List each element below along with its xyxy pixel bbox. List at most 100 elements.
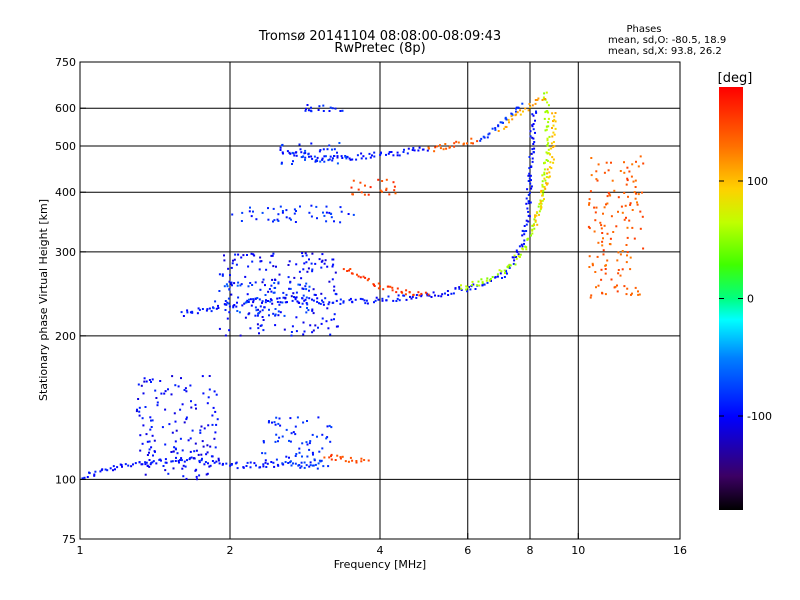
data-point bbox=[532, 143, 535, 145]
data-point bbox=[499, 121, 502, 124]
data-point bbox=[317, 326, 319, 329]
data-point bbox=[433, 150, 436, 153]
data-point bbox=[138, 414, 141, 417]
data-point bbox=[524, 107, 527, 110]
data-point bbox=[601, 244, 604, 247]
data-point bbox=[391, 286, 394, 289]
data-point bbox=[352, 179, 355, 182]
data-point bbox=[277, 281, 280, 284]
data-point bbox=[534, 216, 536, 219]
data-point bbox=[150, 381, 152, 383]
data-point bbox=[534, 119, 536, 122]
data-point bbox=[189, 437, 192, 440]
data-point bbox=[246, 461, 249, 464]
data-point bbox=[175, 429, 178, 432]
data-point bbox=[417, 149, 420, 152]
data-point bbox=[290, 218, 292, 221]
data-point bbox=[285, 455, 288, 458]
data-point bbox=[207, 462, 209, 465]
data-point bbox=[530, 152, 533, 155]
data-point bbox=[198, 459, 201, 462]
data-point bbox=[150, 419, 152, 422]
data-point bbox=[294, 425, 297, 428]
data-point bbox=[620, 205, 623, 208]
data-point bbox=[274, 324, 277, 327]
data-point bbox=[525, 248, 528, 251]
data-point bbox=[252, 298, 255, 301]
data-point bbox=[301, 252, 304, 255]
data-point bbox=[328, 280, 331, 283]
data-point bbox=[230, 281, 233, 284]
data-point bbox=[538, 213, 540, 216]
data-point bbox=[262, 441, 265, 444]
data-point bbox=[412, 293, 415, 296]
data-point bbox=[268, 420, 270, 423]
data-point bbox=[549, 147, 552, 150]
data-point bbox=[326, 148, 329, 151]
data-point bbox=[276, 297, 279, 300]
data-point bbox=[255, 309, 258, 312]
data-point bbox=[316, 435, 318, 438]
data-point bbox=[375, 296, 378, 299]
data-point bbox=[238, 311, 241, 314]
data-point bbox=[175, 448, 177, 451]
data-point bbox=[341, 455, 344, 458]
data-point bbox=[264, 459, 267, 462]
data-point bbox=[529, 174, 532, 177]
data-point bbox=[528, 156, 531, 158]
data-point bbox=[252, 253, 255, 256]
data-point bbox=[453, 142, 456, 145]
data-point bbox=[193, 450, 196, 453]
data-point bbox=[269, 261, 272, 264]
data-point bbox=[471, 280, 474, 283]
data-point bbox=[533, 218, 536, 221]
data-point bbox=[176, 452, 179, 455]
data-point bbox=[325, 205, 328, 208]
data-point bbox=[488, 279, 491, 282]
data-point bbox=[528, 172, 531, 175]
data-point bbox=[279, 311, 282, 314]
data-point bbox=[541, 183, 544, 186]
data-point bbox=[261, 452, 264, 455]
data-point bbox=[521, 102, 524, 105]
data-point bbox=[491, 127, 494, 130]
data-point bbox=[112, 469, 114, 472]
data-point bbox=[526, 207, 529, 210]
data-point bbox=[530, 234, 532, 237]
data-point bbox=[143, 380, 146, 383]
data-point bbox=[523, 225, 526, 227]
data-point bbox=[339, 456, 342, 459]
data-point bbox=[369, 186, 372, 189]
y-tick-label: 75 bbox=[62, 533, 76, 546]
data-point bbox=[241, 304, 244, 307]
data-point bbox=[324, 297, 327, 300]
data-point bbox=[262, 329, 265, 332]
data-point bbox=[525, 223, 528, 226]
data-point bbox=[308, 258, 310, 261]
data-point bbox=[228, 311, 231, 314]
data-point bbox=[507, 118, 510, 121]
data-point bbox=[489, 278, 492, 280]
phase-stats-title: Phases bbox=[626, 24, 661, 35]
data-point bbox=[250, 215, 253, 218]
data-point bbox=[528, 103, 531, 105]
data-point bbox=[203, 463, 206, 466]
data-point bbox=[293, 296, 295, 298]
data-point bbox=[486, 277, 489, 280]
data-point bbox=[545, 159, 548, 161]
data-point bbox=[344, 460, 347, 463]
data-point bbox=[285, 216, 288, 219]
data-point bbox=[150, 426, 153, 428]
data-point bbox=[505, 118, 508, 121]
data-point bbox=[177, 385, 180, 388]
data-point bbox=[311, 308, 314, 311]
data-point bbox=[109, 467, 112, 470]
data-point bbox=[121, 465, 123, 468]
y-tick-label: 200 bbox=[55, 330, 76, 343]
data-point bbox=[307, 152, 310, 155]
data-point bbox=[545, 151, 548, 154]
data-point bbox=[540, 205, 542, 208]
data-point bbox=[270, 461, 273, 463]
data-point bbox=[639, 155, 642, 158]
data-point bbox=[274, 308, 277, 310]
